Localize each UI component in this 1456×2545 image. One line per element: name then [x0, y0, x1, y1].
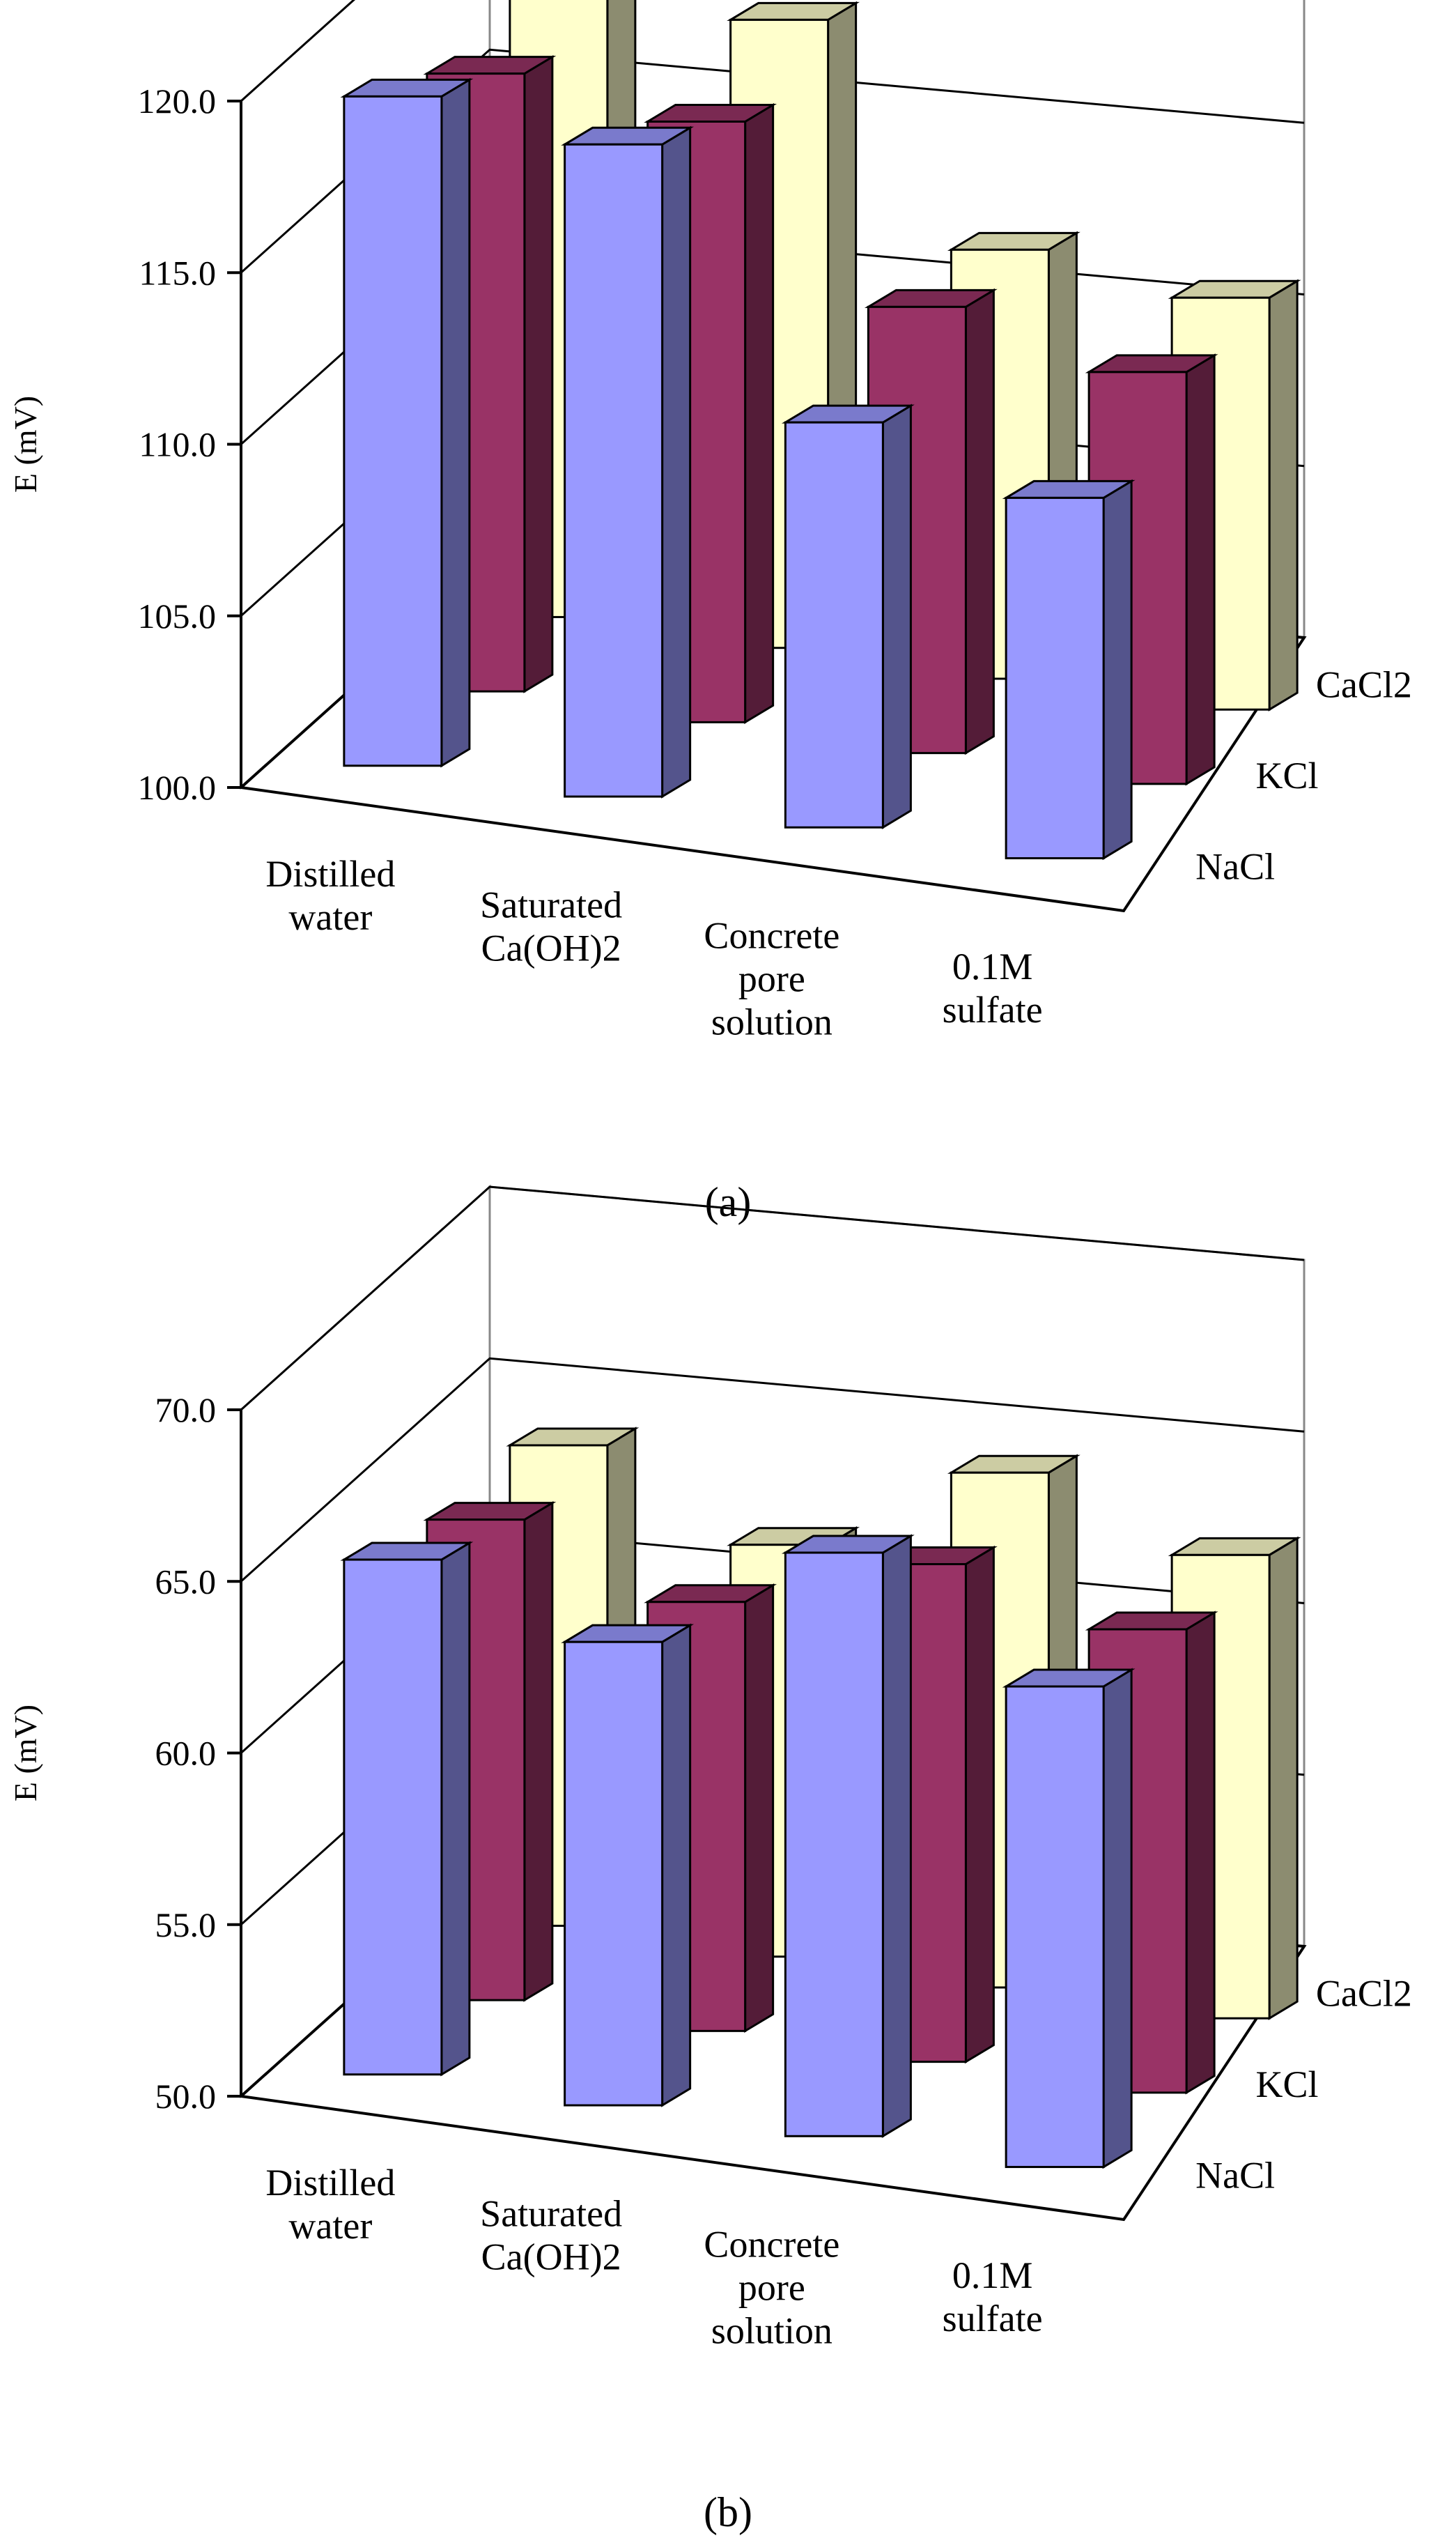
- series-label-cacl2: CaCl2: [1316, 663, 1412, 705]
- bar-front: [1005, 496, 1105, 860]
- bar-kcl-0: [423, 54, 557, 693]
- gridline: [240, 0, 356, 102]
- x-category-label: 0.1M sulfate: [943, 2254, 1043, 2339]
- bar-front: [343, 95, 443, 767]
- bar-front: [564, 143, 664, 798]
- bar-side: [661, 1623, 692, 2107]
- bar-side: [964, 288, 995, 755]
- bar-side: [1268, 1536, 1299, 2020]
- bar-side: [964, 1545, 995, 2064]
- bar-nacl-1: [561, 125, 695, 799]
- series-label-nacl: NaCl: [1195, 2155, 1275, 2197]
- chart-panel-a: 100.0 105.0 110.0 115.0 120.0 E (mV) Distilled…: [8, 0, 1412, 1225]
- x-category-label: Distilled water: [265, 853, 395, 938]
- bar-front: [564, 1640, 664, 2107]
- y-tick-label: 50.0: [155, 2077, 217, 2116]
- x-category-label: Concrete pore solution: [704, 915, 839, 1043]
- y-tick-label: 100.0: [138, 768, 217, 807]
- series-label-nacl: NaCl: [1195, 846, 1275, 888]
- y-axis-label: E (mV): [8, 1705, 43, 1801]
- bar-nacl-2: [781, 1534, 915, 2138]
- bar-side: [523, 1500, 554, 2002]
- y-tick-label: 110.0: [139, 425, 216, 464]
- bar-nacl-0: [340, 77, 474, 768]
- bar-front: [343, 1558, 443, 2076]
- bar-side: [1185, 353, 1216, 786]
- y-tick-label: 60.0: [155, 1734, 217, 1773]
- bar-front: [784, 1551, 884, 2137]
- bar-side: [661, 125, 692, 799]
- series-label-kcl: KCl: [1256, 2063, 1319, 2105]
- bar-front: [784, 421, 884, 829]
- gridline: [240, 48, 1305, 274]
- series-label-kcl: KCl: [1256, 755, 1319, 797]
- bar-kcl-1: [644, 102, 777, 725]
- x-category-label: 0.1M sulfate: [943, 946, 1043, 1031]
- bar-side: [881, 1534, 912, 2138]
- bar-nacl-2: [781, 403, 915, 829]
- y-tick-label: 120.0: [138, 82, 217, 121]
- bar-side: [881, 403, 912, 829]
- bar-front: [1005, 1685, 1105, 2169]
- bar-nacl-0: [340, 1541, 474, 2077]
- bar-side: [1268, 279, 1299, 712]
- chart-panel-b: 50.0 55.0 60.0 65.0 70.0 E (mV) Distilled water…: [8, 1184, 1412, 2535]
- y-tick-label: 70.0: [155, 1390, 217, 1429]
- bar-nacl-1: [561, 1623, 695, 2107]
- y-axis-label: E (mV): [8, 396, 43, 493]
- x-category-label: Saturated Ca(OH)2: [480, 884, 622, 969]
- panel-label: (b): [704, 2489, 752, 2535]
- bar-side: [744, 102, 775, 725]
- bar-side: [440, 77, 471, 768]
- series-label-cacl2: CaCl2: [1316, 1972, 1412, 2014]
- bar-side: [1102, 1668, 1133, 2169]
- y-tick-label: 55.0: [155, 1905, 217, 1944]
- bar-nacl-3: [1002, 479, 1136, 861]
- bar-side: [744, 1583, 775, 2033]
- bar-side: [1102, 479, 1133, 861]
- y-tick-label: 115.0: [139, 253, 216, 292]
- gridline: [240, 1357, 1305, 1583]
- bar-nacl-3: [1002, 1668, 1136, 2169]
- x-category-label: Saturated Ca(OH)2: [480, 2192, 622, 2277]
- y-tick-label: 105.0: [138, 597, 217, 636]
- panel-label: (a): [705, 1179, 752, 1225]
- y-tick-label: 65.0: [155, 1562, 217, 1601]
- bar-side: [1185, 1610, 1216, 2095]
- bar-side: [440, 1541, 471, 2077]
- bar-side: [523, 54, 554, 693]
- gridline: [240, 1185, 1305, 1411]
- x-category-label: Distilled water: [265, 2162, 395, 2247]
- x-category-label: Concrete pore solution: [704, 2224, 839, 2352]
